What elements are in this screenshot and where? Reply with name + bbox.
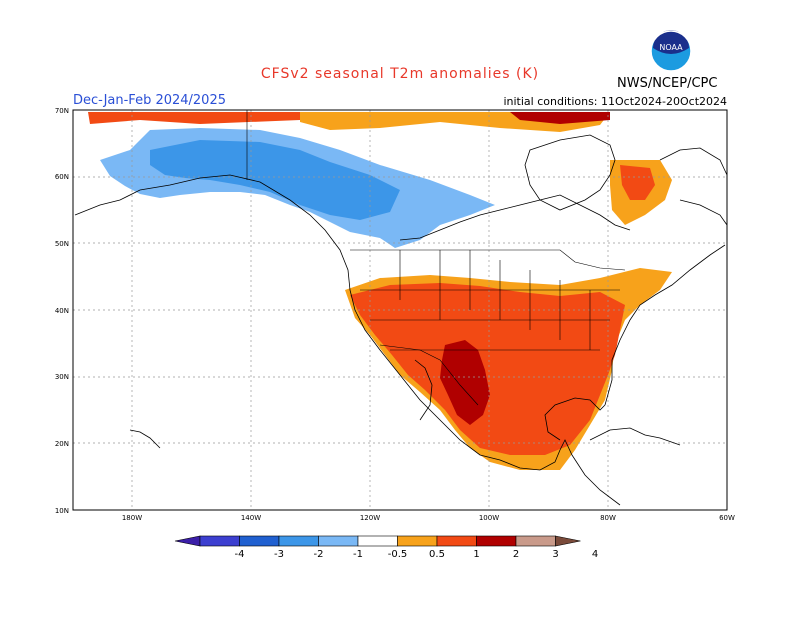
colorbar-label: 3 xyxy=(552,549,558,560)
colorbar-label: -4 xyxy=(235,549,245,560)
graticule xyxy=(73,110,727,510)
svg-text:140W: 140W xyxy=(241,514,261,522)
lat-labels: 70N 60N 50N 40N 30N 20N 10N xyxy=(55,107,69,515)
svg-text:60W: 60W xyxy=(719,514,735,522)
colorbar-label: 2 xyxy=(513,549,519,560)
colorbar-label: 4 xyxy=(592,549,598,560)
svg-text:10N: 10N xyxy=(55,507,69,515)
cold-anomaly-region xyxy=(100,128,495,248)
colorbar-label: -1 xyxy=(353,549,363,560)
svg-text:80W: 80W xyxy=(600,514,616,522)
svg-text:60N: 60N xyxy=(55,173,69,181)
colorbar-swatch xyxy=(476,535,517,547)
initial-conditions-label: initial conditions: 11Oct2024-20Oct2024 xyxy=(503,95,727,108)
svg-text:50N: 50N xyxy=(55,240,69,248)
colorbar-swatch xyxy=(515,535,556,547)
lon-labels: 180W 140W 120W 100W 80W 60W xyxy=(122,514,735,522)
svg-text:120W: 120W xyxy=(360,514,380,522)
colorbar-swatch xyxy=(318,535,359,547)
svg-text:20N: 20N xyxy=(55,440,69,448)
cold-area xyxy=(150,140,400,220)
colorbar-swatch xyxy=(397,535,438,547)
colorbar-swatch xyxy=(199,535,240,547)
logo-text: NOAA xyxy=(659,43,683,52)
svg-text:100W: 100W xyxy=(479,514,499,522)
colorbar-swatch xyxy=(357,535,398,547)
noaa-logo-icon: NOAA xyxy=(650,30,692,72)
svg-text:70N: 70N xyxy=(55,107,69,115)
svg-text:30N: 30N xyxy=(55,373,69,381)
colorbar-label: 0.5 xyxy=(429,549,445,560)
svg-text:180W: 180W xyxy=(122,514,142,522)
colorbar-arrow-right xyxy=(555,535,581,547)
agency-label: NWS/NCEP/CPC xyxy=(617,76,718,91)
colorbar-label: -0.5 xyxy=(388,549,408,560)
warm-area xyxy=(350,283,625,455)
season-label: Dec-Jan-Feb 2024/2025 xyxy=(73,93,226,108)
colorbar-label: -2 xyxy=(314,549,324,560)
map-title: CFSv2 seasonal T2m anomalies (K) xyxy=(260,66,540,82)
colorbar-swatch xyxy=(239,535,280,547)
colorbar-swatch xyxy=(436,535,477,547)
colorbar: -4 -3 -2 -1 -0.5 0.5 1 2 3 4 xyxy=(174,535,598,560)
colorbar-arrow-left xyxy=(174,535,201,547)
coastlines xyxy=(74,134,728,506)
colorbar-label: 1 xyxy=(473,549,479,560)
warm-dark-area xyxy=(440,340,490,425)
colorbar-swatch xyxy=(278,535,319,547)
colorbar-label: -3 xyxy=(274,549,284,560)
boundaries xyxy=(246,110,626,406)
svg-text:40N: 40N xyxy=(55,307,69,315)
